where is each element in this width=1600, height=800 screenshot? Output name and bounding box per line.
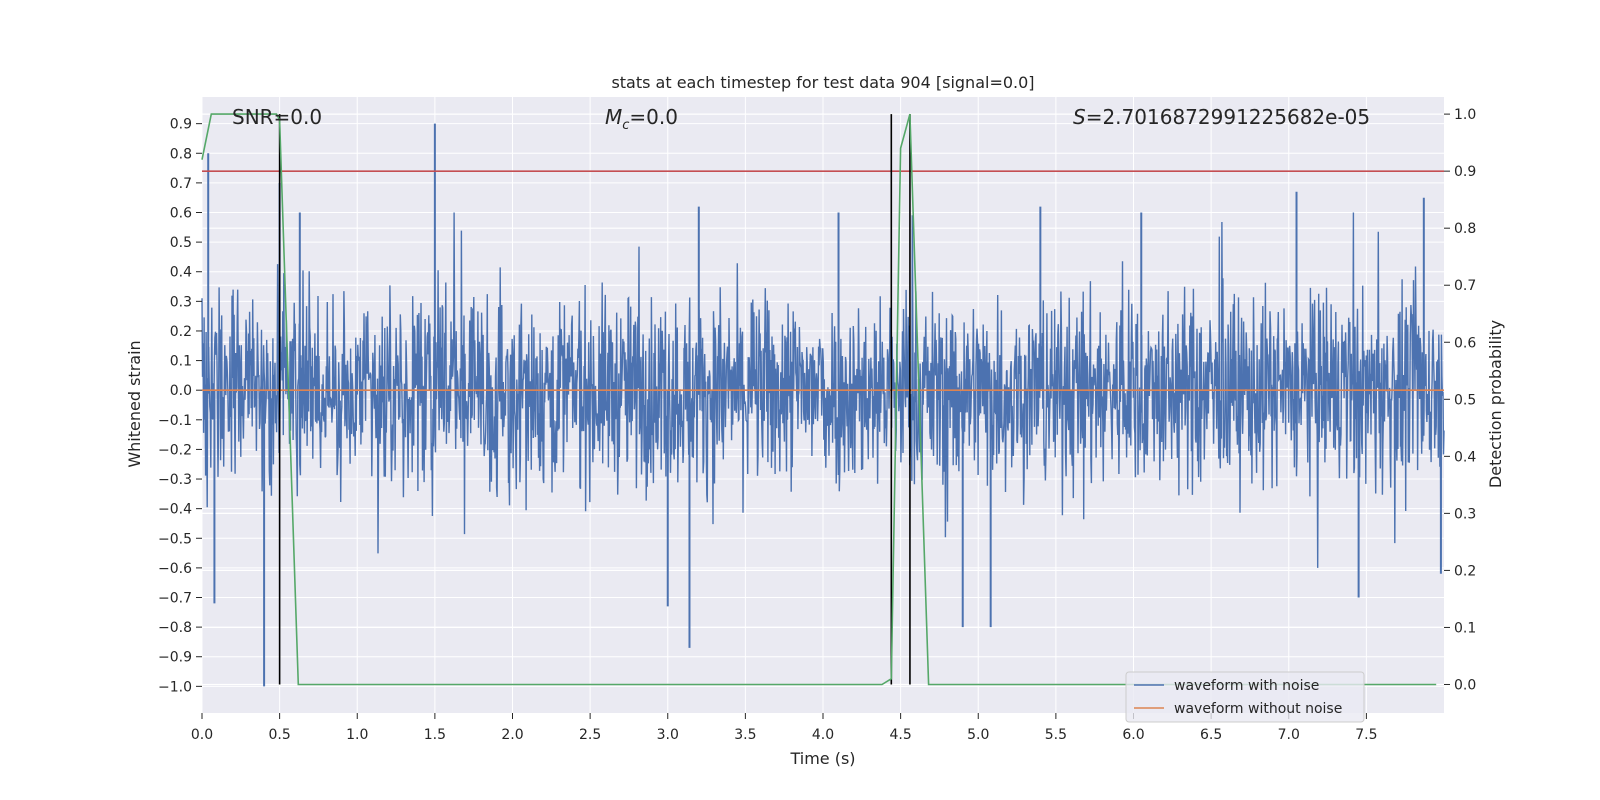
x-tick-label-8: 4.0 xyxy=(812,727,834,743)
y-tick-label-14: −0.5 xyxy=(158,531,192,547)
y2-tick-label-6: 0.4 xyxy=(1454,449,1476,465)
series-waveform-with-noise xyxy=(201,123,1445,687)
legend-label-clean: waveform without noise xyxy=(1174,701,1342,717)
y-tick-label-1: 0.8 xyxy=(170,146,192,162)
y-tick-label-18: −0.9 xyxy=(158,650,192,666)
y-tick-label-9: 0.0 xyxy=(170,383,192,399)
chirp-mass-value: =0.0 xyxy=(629,105,678,129)
x-tick-label-2: 1.0 xyxy=(346,727,368,743)
chirp-mass-symbol: M xyxy=(605,105,622,129)
legend: waveform with noise waveform without noi… xyxy=(1125,671,1365,723)
y-tick-label-16: −0.7 xyxy=(158,591,192,607)
x-tick-label-4: 2.0 xyxy=(501,727,523,743)
probability-trace xyxy=(201,113,1437,686)
snr-annotation: SNR=0.0 xyxy=(232,105,322,129)
y-tick-label-2: 0.7 xyxy=(170,176,192,192)
y2-tick-label-1: 0.9 xyxy=(1454,164,1476,180)
y-tick-label-17: −0.8 xyxy=(158,620,192,636)
legend-label-noise: waveform with noise xyxy=(1174,678,1319,694)
chirp-mass-subscript: c xyxy=(622,118,629,133)
y2-tick-label-2: 0.8 xyxy=(1454,221,1476,237)
x-tick-label-0: 0.0 xyxy=(191,727,213,743)
y-tick-label-19: −1.0 xyxy=(158,679,192,695)
x-tick-label-7: 3.5 xyxy=(734,727,756,743)
y2-tick-label-4: 0.6 xyxy=(1454,335,1476,351)
y2-tick-label-8: 0.2 xyxy=(1454,563,1476,579)
y-tick-label-15: −0.6 xyxy=(158,561,192,577)
x-tick-label-15: 7.5 xyxy=(1355,727,1377,743)
y-tick-label-4: 0.5 xyxy=(170,235,192,251)
x-tick-label-9: 4.5 xyxy=(889,727,911,743)
y-axis-left-ticks: 0.9 0.8 0.7 0.6 0.5 0.4 0.3 0.2 0.1 0.0 −0.1 −0.2 −0… xyxy=(158,117,202,695)
x-tick-label-13: 6.5 xyxy=(1200,727,1222,743)
chirp-mass-annotation: Mc=0.0 xyxy=(605,105,678,133)
statistic-annotation: S=2.7016872991225682e-05 xyxy=(1073,105,1370,129)
y-tick-label-6: 0.3 xyxy=(170,294,192,310)
series-detection-probability xyxy=(201,113,1437,686)
detection-markers xyxy=(278,114,911,685)
y2-axis-label: Detection probability xyxy=(1486,320,1505,488)
chart-title: stats at each timestep for test data 904… xyxy=(611,73,1034,92)
x-tick-label-5: 2.5 xyxy=(579,727,601,743)
y-tick-label-3: 0.6 xyxy=(170,206,192,222)
y-tick-label-12: −0.3 xyxy=(158,472,192,488)
y-axis-label: Whitened strain xyxy=(125,340,144,467)
y2-tick-label-10: 0.0 xyxy=(1454,677,1476,693)
y-axis-right-ticks: 1.0 0.9 0.8 0.7 0.6 0.5 0.4 0.3 0.2 0.1 0.0 xyxy=(1444,107,1476,693)
x-tick-label-10: 5.0 xyxy=(967,727,989,743)
x-axis-ticks: 0.0 0.5 1.0 1.5 2.0 2.5 3.0 3.5 4.0 4.5 5.0 5.5 6.0 6… xyxy=(191,713,1378,743)
statistic-value: =2.7016872991225682e-05 xyxy=(1086,105,1370,129)
y-tick-label-10: −0.1 xyxy=(158,413,192,429)
y-tick-label-7: 0.2 xyxy=(170,324,192,340)
x-tick-label-14: 7.0 xyxy=(1278,727,1300,743)
y2-tick-label-9: 0.1 xyxy=(1454,620,1476,636)
x-axis-label: Time (s) xyxy=(789,749,855,768)
x-tick-label-12: 6.0 xyxy=(1122,727,1144,743)
y2-tick-label-3: 0.7 xyxy=(1454,278,1476,294)
y-tick-label-11: −0.2 xyxy=(158,442,192,458)
y-tick-label-13: −0.4 xyxy=(158,502,192,518)
y-tick-label-0: 0.9 xyxy=(170,117,192,133)
x-tick-label-6: 3.0 xyxy=(657,727,679,743)
y2-tick-label-7: 0.3 xyxy=(1454,506,1476,522)
noise-trace xyxy=(201,212,1445,568)
statistic-symbol: S xyxy=(1073,105,1086,129)
legend-box xyxy=(1125,671,1365,723)
x-tick-label-11: 5.5 xyxy=(1045,727,1067,743)
y2-tick-label-5: 0.5 xyxy=(1454,392,1476,408)
y2-tick-label-0: 1.0 xyxy=(1454,107,1476,123)
y-tick-label-5: 0.4 xyxy=(170,265,192,281)
x-tick-label-1: 0.5 xyxy=(268,727,290,743)
y-tick-label-8: 0.1 xyxy=(170,354,192,370)
x-tick-label-3: 1.5 xyxy=(424,727,446,743)
